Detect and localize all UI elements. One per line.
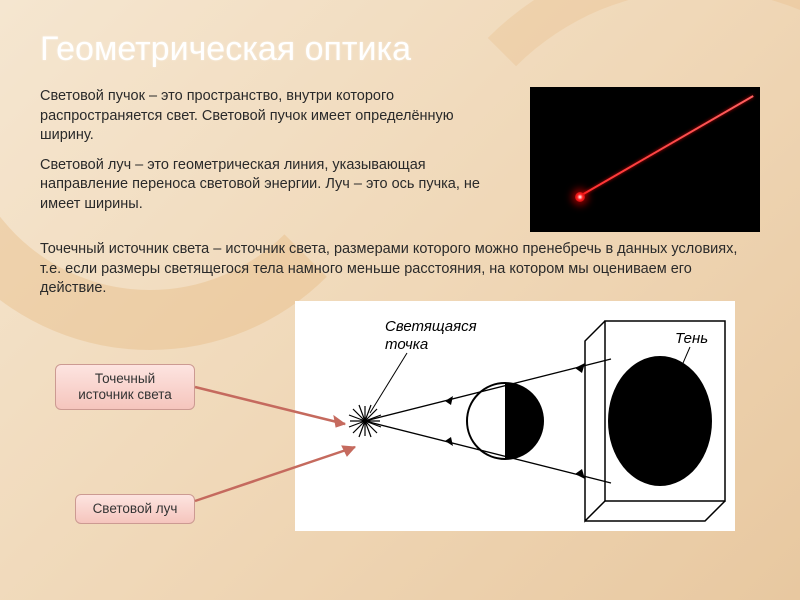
slide-content: Геометрическая оптика Световой пучок – э… bbox=[0, 0, 800, 564]
arrow-src bbox=[190, 379, 360, 439]
para-point-source: Точечный источник света – источник света… bbox=[40, 240, 760, 299]
laser-image bbox=[530, 87, 760, 232]
callout-point-source-l1: Точечный bbox=[95, 371, 155, 386]
page-title: Геометрическая оптика bbox=[40, 30, 760, 69]
diagram-label-point2: точка bbox=[385, 336, 428, 353]
para-ray: Световой луч – это геометрическая линия,… bbox=[40, 156, 510, 215]
diagram-label-point: Светящаяся bbox=[385, 318, 477, 335]
para-beam: Световой пучок – это пространство, внутр… bbox=[40, 87, 510, 146]
laser-beam-line bbox=[580, 95, 754, 197]
callout-point-source-l2: источник света bbox=[78, 387, 172, 402]
diagram-label-shadow: Тень bbox=[675, 330, 708, 347]
arrow-ray bbox=[190, 439, 370, 509]
laser-dot bbox=[575, 192, 585, 202]
callout-light-ray-text: Световой луч bbox=[93, 501, 178, 516]
text-column: Световой пучок – это пространство, внутр… bbox=[40, 87, 510, 232]
diagram-zone: Светящаяся точка Тень Точечный источник … bbox=[40, 309, 760, 544]
callout-light-ray: Световой луч bbox=[75, 494, 195, 524]
top-row: Световой пучок – это пространство, внутр… bbox=[40, 87, 760, 232]
callout-point-source: Точечный источник света bbox=[55, 364, 195, 410]
